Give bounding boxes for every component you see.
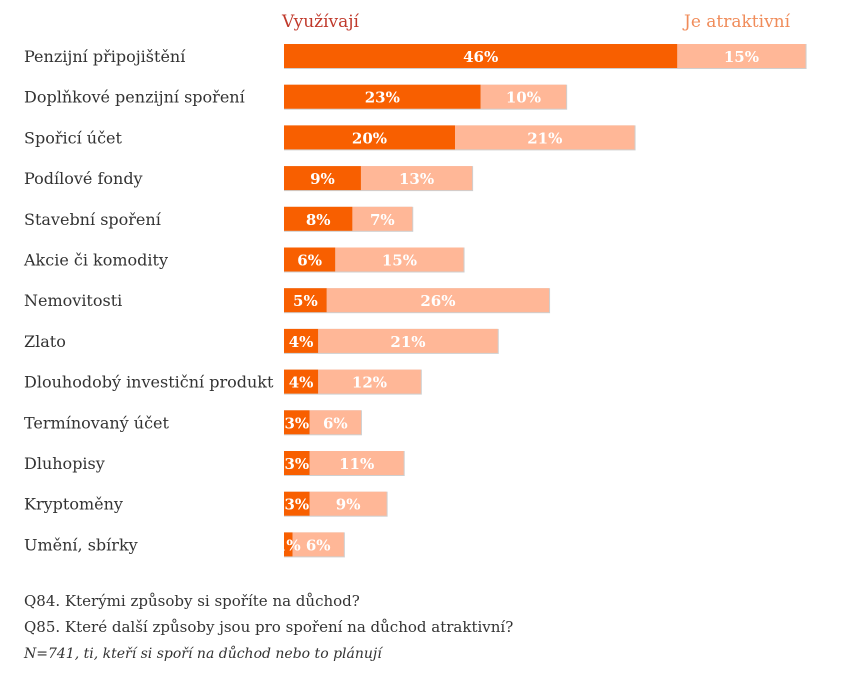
bar-used [284,369,319,394]
bar-attractive [326,288,550,313]
legend-used: Využívají [282,12,359,32]
category-label: Termínovaný účet [24,413,170,432]
category-label: Penzijní připojištění [24,47,186,66]
category-label: Spořicí účet [24,128,123,147]
bar-attractive [360,166,473,191]
bar-used [284,491,310,516]
value-label-attractive: 7% [370,211,395,229]
question-q85: Q85. Které další způsoby jsou pro spořen… [24,618,514,636]
value-label-used: 3% [284,414,309,432]
value-label-used: 4% [289,374,314,392]
bar-used [284,410,310,435]
value-label-used: 1% [276,536,301,554]
bar-attractive [318,369,421,394]
category-label: Doplňkové penzijní spoření [24,88,246,107]
sample-note: N=741, ti, kteří si spoří na důchod nebo… [24,646,382,662]
bar-attractive [309,451,404,475]
value-label-used: 23% [365,89,400,107]
category-label: Kryptoměny [24,495,123,514]
bar-used [284,532,293,557]
bar-attractive [318,328,498,353]
bar-attractive [309,491,387,516]
category-label: Nemovitosti [24,291,122,310]
value-label-attractive: 13% [399,170,434,188]
value-label-used: 3% [284,496,309,514]
bar-attractive [480,84,567,109]
value-label-used: 20% [352,129,387,147]
bar-attractive [677,44,806,68]
category-label: Stavební spoření [24,210,162,229]
value-label-used: 5% [293,292,318,310]
value-label-used: 3% [284,455,309,473]
category-label: Akcie či komodity [23,251,168,270]
value-label-attractive: 21% [527,129,562,147]
bar-used [284,44,678,68]
bar-used [284,166,361,191]
bar-used [284,125,455,150]
bar-used [284,247,336,272]
category-label: Podílové fondy [24,169,143,188]
bar-attractive [292,532,344,557]
value-label-attractive: 15% [724,48,759,66]
bar-used [284,451,310,475]
value-label-used: 46% [463,48,498,66]
category-label: Dluhopisy [24,454,105,473]
bar-used [284,84,481,109]
value-label-attractive: 6% [323,414,348,432]
value-label-used: 4% [289,333,314,351]
bar-attractive [335,247,464,272]
value-label-attractive: 12% [352,374,387,392]
value-label-attractive: 15% [382,252,417,270]
question-q84: Q84. Kterými způsoby si spoříte na důcho… [24,592,360,610]
bar-attractive [309,410,361,435]
category-label: Zlato [24,332,66,351]
bar-attractive [352,206,413,231]
value-label-used: 6% [297,252,322,270]
value-label-used: 9% [310,170,335,188]
value-label-attractive: 10% [506,89,541,107]
bar-attractive [455,125,635,150]
category-label: Dlouhodobý investiční produkt [24,373,274,392]
value-label-attractive: 21% [390,333,425,351]
value-label-attractive: 9% [336,496,361,514]
value-label-attractive: 26% [420,292,455,310]
bar-used [284,206,353,231]
category-label: Umění, sbírky [24,535,138,554]
value-label-attractive: 11% [339,455,374,473]
legend-attractive: Je atraktivní [684,12,791,32]
bar-used [284,288,327,313]
value-label-used: 8% [306,211,331,229]
value-label-attractive: 6% [306,536,331,554]
bar-used [284,328,319,353]
